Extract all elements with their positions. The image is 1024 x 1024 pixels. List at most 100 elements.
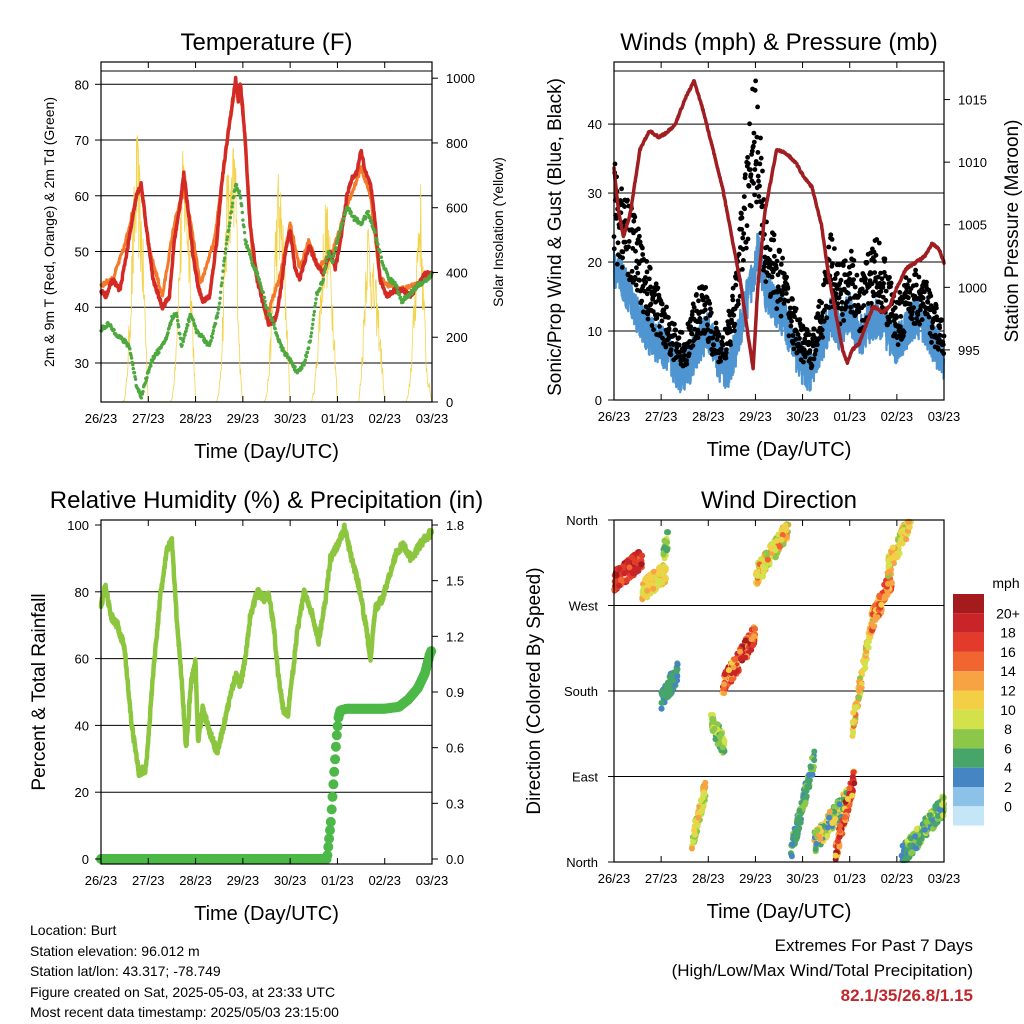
gust-point (684, 361, 690, 367)
gust-point (626, 244, 631, 250)
gust-point (739, 227, 745, 232)
dewpoint-point (323, 267, 327, 271)
dewpoint-point (166, 331, 170, 335)
gust-point (682, 353, 688, 358)
gust-point (807, 332, 812, 338)
gust-point (710, 335, 716, 341)
gust-point (774, 265, 779, 271)
direction-point (742, 654, 749, 661)
gust-point (778, 296, 784, 302)
dewpoint-point (249, 258, 254, 262)
direction-point (731, 656, 738, 663)
dewpoint-point (219, 284, 223, 288)
y2-tick-label: 1.2 (446, 629, 464, 644)
pressure-line (612, 79, 946, 371)
direction-point (616, 565, 623, 572)
direction-point (878, 601, 885, 608)
legend-label: 12 (1000, 683, 1016, 699)
gust-point (841, 318, 847, 323)
gust-point (739, 211, 744, 216)
dewpoint-point (302, 363, 306, 367)
plot-border (100, 61, 433, 403)
direction-point (813, 840, 820, 847)
gust-point (816, 304, 821, 309)
direction-point (814, 827, 821, 833)
dewpoint-point (210, 335, 214, 340)
gust-point (838, 291, 844, 297)
gust-point (636, 226, 641, 232)
gust-point (909, 316, 915, 322)
direction-point (730, 664, 737, 671)
dewpoint-point (149, 364, 153, 368)
y-axis-label: Sonic/Prop Wind & Gust (Blue, Black) (545, 78, 566, 396)
gust-point (920, 295, 926, 301)
gust-point (716, 332, 722, 337)
x-axis-label: Time (Day/UTC) (194, 441, 339, 463)
gust-point (752, 192, 757, 198)
direction-point (721, 671, 728, 678)
dewpoint-point (196, 331, 201, 335)
gust-point (887, 319, 893, 325)
direction-point (889, 544, 896, 551)
dewpoint-point (309, 334, 313, 339)
gust-point (844, 299, 850, 304)
gust-point (789, 318, 794, 324)
dewpoint-point (305, 350, 310, 355)
gust-point (892, 331, 898, 337)
gust-point (915, 312, 921, 317)
dewpoint-point (193, 324, 197, 328)
direction-point (664, 694, 671, 701)
gust-point (835, 301, 841, 307)
latlon-text: Station lat/lon: 43.317; -78.749 (30, 963, 221, 979)
gust-point (695, 335, 701, 341)
direction-point (661, 544, 668, 551)
gust-point (879, 276, 885, 282)
gust-point (864, 260, 870, 265)
gust-point (929, 340, 934, 345)
y2-tick-label: 1010 (958, 155, 987, 170)
direction-point (855, 694, 862, 701)
gust-point (800, 323, 806, 329)
legend-swatch (953, 690, 984, 710)
gust-point (774, 258, 780, 264)
plot-border (613, 61, 945, 401)
dewpoint-point (213, 322, 218, 326)
direction-point (650, 585, 657, 592)
x-tick-label: 02/23 (881, 871, 914, 886)
gust-point (840, 312, 845, 317)
direction-point (638, 561, 645, 568)
direction-point (623, 577, 630, 584)
dewpoint-point (324, 264, 328, 268)
precip-point (327, 791, 338, 802)
dewpoint-point (312, 313, 316, 317)
dewpoint-point (366, 209, 370, 214)
location-text: Location: Burt (30, 922, 117, 938)
gust-point (727, 312, 733, 318)
gust-point (856, 309, 862, 315)
gust-point (811, 356, 817, 362)
gust-point (911, 305, 916, 310)
gust-point (909, 309, 915, 315)
dewpoint-point (339, 224, 344, 229)
gust-point (753, 78, 758, 84)
gust-point (736, 301, 741, 307)
dewpoint-point (253, 266, 257, 270)
dewpoint-point (279, 343, 284, 348)
dewpoint-point (221, 269, 225, 273)
gust-point (808, 356, 813, 362)
gust-point (797, 317, 803, 322)
dewpoint-point (185, 326, 189, 330)
y2-tick-label: 400 (446, 265, 468, 280)
legend-label: 4 (1004, 760, 1012, 776)
gust-point (874, 237, 880, 242)
dewpoint-point (321, 277, 326, 282)
gust-point (913, 282, 919, 288)
gust-point (733, 282, 739, 288)
gust-point (620, 249, 626, 255)
extremes-subtitle: (High/Low/Max Wind/Total Precipitation) (671, 961, 973, 980)
gust-point (756, 194, 762, 199)
y2-tick-label: 0.6 (446, 741, 464, 756)
gust-point (619, 186, 624, 192)
y-tick-label: 80 (75, 77, 89, 92)
